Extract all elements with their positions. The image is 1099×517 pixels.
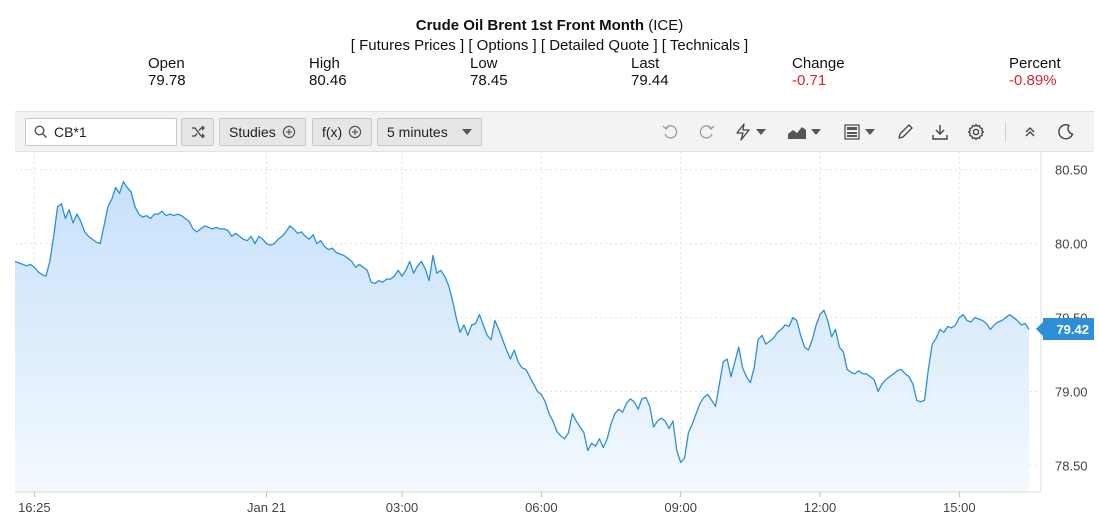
- nav-futures-prices-link[interactable]: [ Futures Prices ]: [350, 37, 465, 54]
- x-tick-label: 12:00: [804, 500, 837, 515]
- collapse-icon: [1025, 127, 1035, 137]
- price-line: [14, 180, 1030, 464]
- x-tick-label: Jan 21: [247, 500, 286, 515]
- redo-icon: [699, 125, 715, 139]
- plus-circle-icon: [349, 125, 362, 139]
- quote-summary: Open 79.78 High 80.46 Low 78.45 Last 79.44 C…: [0, 55, 1099, 91]
- studies-button[interactable]: Studies: [219, 118, 306, 146]
- x-tick-label: 15:00: [943, 500, 976, 515]
- undo-button[interactable]: [661, 122, 679, 142]
- symbol-search-input[interactable]: [54, 122, 172, 142]
- x-tick-label: 03:00: [386, 500, 419, 515]
- symbol-search[interactable]: [25, 118, 177, 146]
- toolbar-separator: [1005, 122, 1006, 142]
- gear-icon: [967, 123, 985, 141]
- last-value: 79.44: [631, 72, 669, 89]
- nav-detailed-quote-link[interactable]: [ Detailed Quote ]: [540, 37, 658, 54]
- functions-label: f(x): [322, 124, 343, 140]
- functions-button[interactable]: f(x): [312, 118, 373, 146]
- compare-symbols-button[interactable]: [181, 118, 214, 146]
- quote-high: High 80.46: [309, 55, 347, 89]
- redo-button[interactable]: [698, 122, 716, 142]
- low-label: Low: [470, 55, 498, 72]
- quote-percent: Percent -0.89%: [1009, 55, 1061, 89]
- interval-select[interactable]: 5 minutes: [377, 118, 482, 146]
- nav-technicals-link[interactable]: [ Technicals ]: [661, 37, 749, 54]
- x-tick-label: 06:00: [525, 500, 558, 515]
- draw-tools-button[interactable]: [896, 122, 914, 142]
- chart-toolbar: Studies f(x) 5 minutes: [15, 111, 1094, 152]
- studies-label: Studies: [229, 124, 276, 140]
- download-icon: [932, 125, 948, 140]
- chevron-down-icon: [865, 129, 875, 135]
- chart-type-icon: [788, 127, 806, 139]
- title-symbol-name: Crude Oil Brent 1st Front Month: [415, 17, 645, 34]
- quote-change: Change -0.71: [792, 55, 845, 89]
- x-tick-label: 16:25: [18, 500, 51, 515]
- chart-header: Crude Oil Brent 1st Front Month (ICE) [ …: [0, 16, 1099, 55]
- interval-label: 5 minutes: [387, 124, 448, 140]
- chevron-down-icon: [811, 129, 821, 135]
- search-icon: [34, 125, 48, 139]
- y-tick-label: 79.00: [1055, 384, 1088, 399]
- open-value: 79.78: [148, 72, 186, 89]
- dark-mode-toggle[interactable]: [1057, 122, 1075, 142]
- settings-button[interactable]: [967, 122, 985, 142]
- chevron-down-icon: [756, 129, 766, 135]
- y-tick-label: 80.50: [1055, 163, 1088, 178]
- chevron-down-icon: [462, 129, 472, 135]
- y-tick-label: 78.50: [1055, 458, 1088, 473]
- percent-label: Percent: [1009, 55, 1061, 72]
- quote-low: Low 78.45: [470, 55, 508, 89]
- chart-type-menu-button[interactable]: [787, 122, 821, 142]
- download-button[interactable]: [931, 122, 949, 142]
- events-menu-button[interactable]: [734, 122, 766, 142]
- x-axis-ticks: 16:25 Jan 21 03:00 06:00 09:00 12:00 15:00: [18, 492, 976, 515]
- last-price-badge: 79.42: [1036, 318, 1094, 340]
- price-area: [15, 181, 1029, 492]
- shuffle-icon: [191, 125, 205, 139]
- change-label: Change: [792, 55, 845, 72]
- x-tick-label: 09:00: [664, 500, 697, 515]
- page-title: Crude Oil Brent 1st Front Month (ICE): [0, 16, 1099, 35]
- layout-icon: [844, 124, 860, 140]
- collapse-button[interactable]: [1022, 122, 1038, 142]
- lightning-icon: [736, 123, 750, 141]
- last-label: Last: [631, 55, 660, 72]
- y-tick-label: 80.00: [1055, 237, 1088, 252]
- quote-open: Open 79.78: [148, 55, 186, 89]
- undo-icon: [662, 125, 678, 139]
- pencil-icon: [898, 124, 913, 139]
- quote-nav: [ Futures Prices ] [ Options ] [ Detaile…: [0, 36, 1099, 55]
- quote-last: Last 79.44: [631, 55, 669, 89]
- change-value: -0.71: [792, 72, 827, 89]
- plus-circle-icon: [282, 125, 295, 139]
- high-value: 80.46: [309, 72, 347, 89]
- moon-icon: [1058, 124, 1074, 140]
- open-label: Open: [148, 55, 185, 72]
- low-value: 78.45: [470, 72, 508, 89]
- nav-options-link[interactable]: [ Options ]: [468, 37, 537, 54]
- layout-menu-button[interactable]: [843, 122, 875, 142]
- percent-value: -0.89%: [1009, 72, 1057, 89]
- high-label: High: [309, 55, 340, 72]
- title-exchange: (ICE): [648, 17, 684, 34]
